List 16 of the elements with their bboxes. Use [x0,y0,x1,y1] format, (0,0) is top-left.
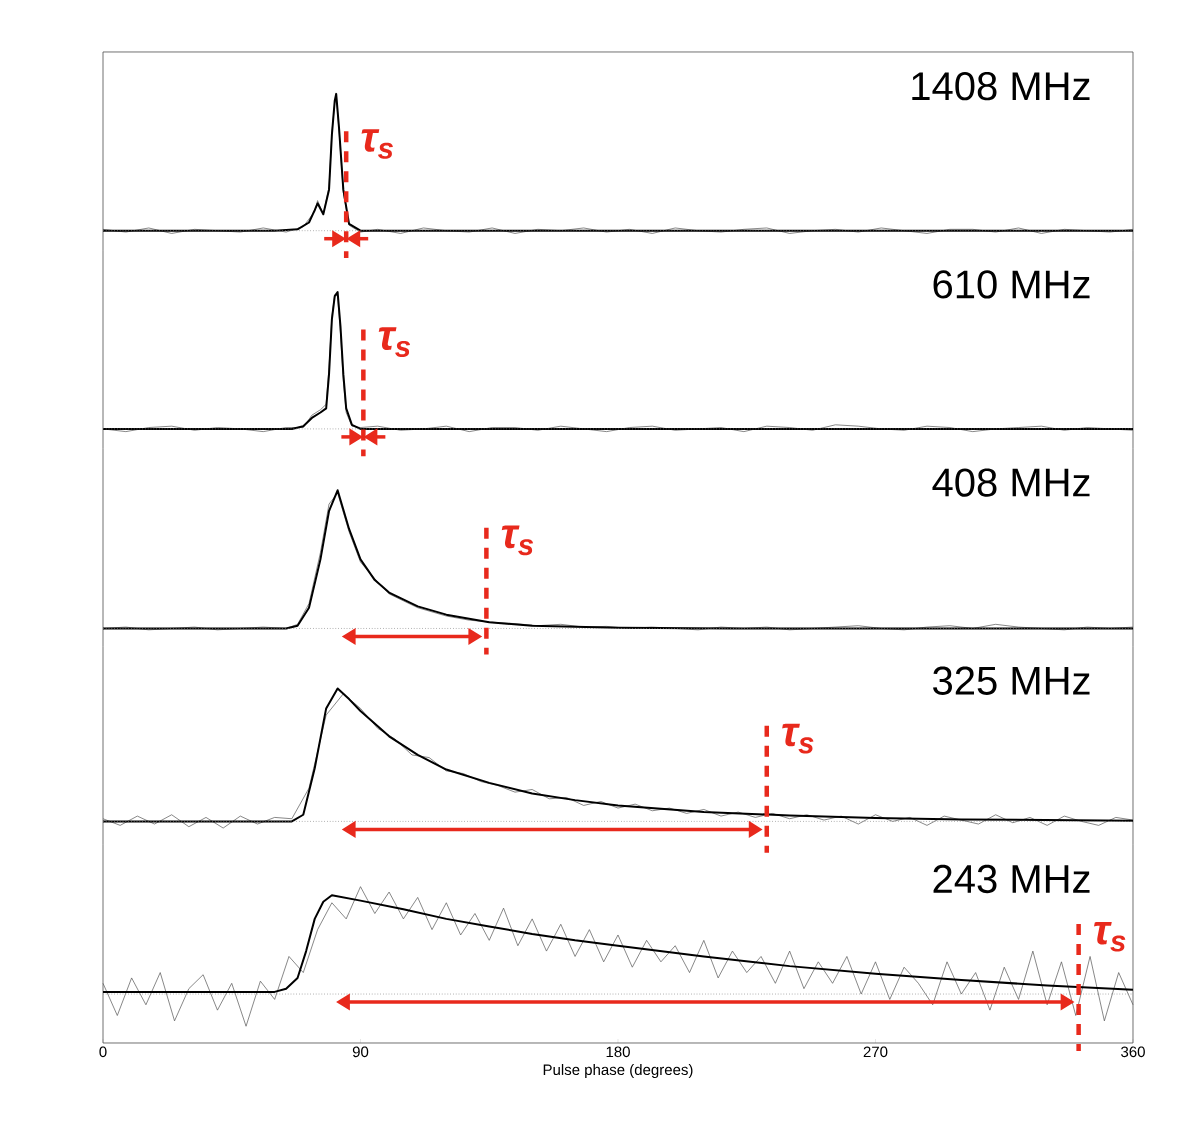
x-tick-label: 90 [352,1046,369,1058]
ref-line-label: τ$_{s}$ [501,525,534,556]
chart-title: 610 MHz [933,270,1090,299]
chart-title: 1408 MHz [912,72,1090,101]
ref-line-label: τ$_{s}$ [782,723,814,754]
x-axis-title: Pulse phase (degrees) [543,1064,693,1078]
chart-title: 325 MHz [933,666,1090,695]
chart-title: 243 MHz [933,864,1090,894]
ref-line-label: τ$_{s}$ [361,129,393,159]
x-tick-label: 360 [1121,1046,1145,1058]
chart-title: 408 MHz [932,468,1090,497]
ref-line-label: τ$_{s}$ [1094,921,1126,952]
ref-line-label: τ$_{s}$ [378,327,411,358]
x-tick-label: 180 [606,1046,630,1058]
x-tick-label: 270 [863,1046,888,1058]
x-tick-label: 0 [99,1046,107,1058]
